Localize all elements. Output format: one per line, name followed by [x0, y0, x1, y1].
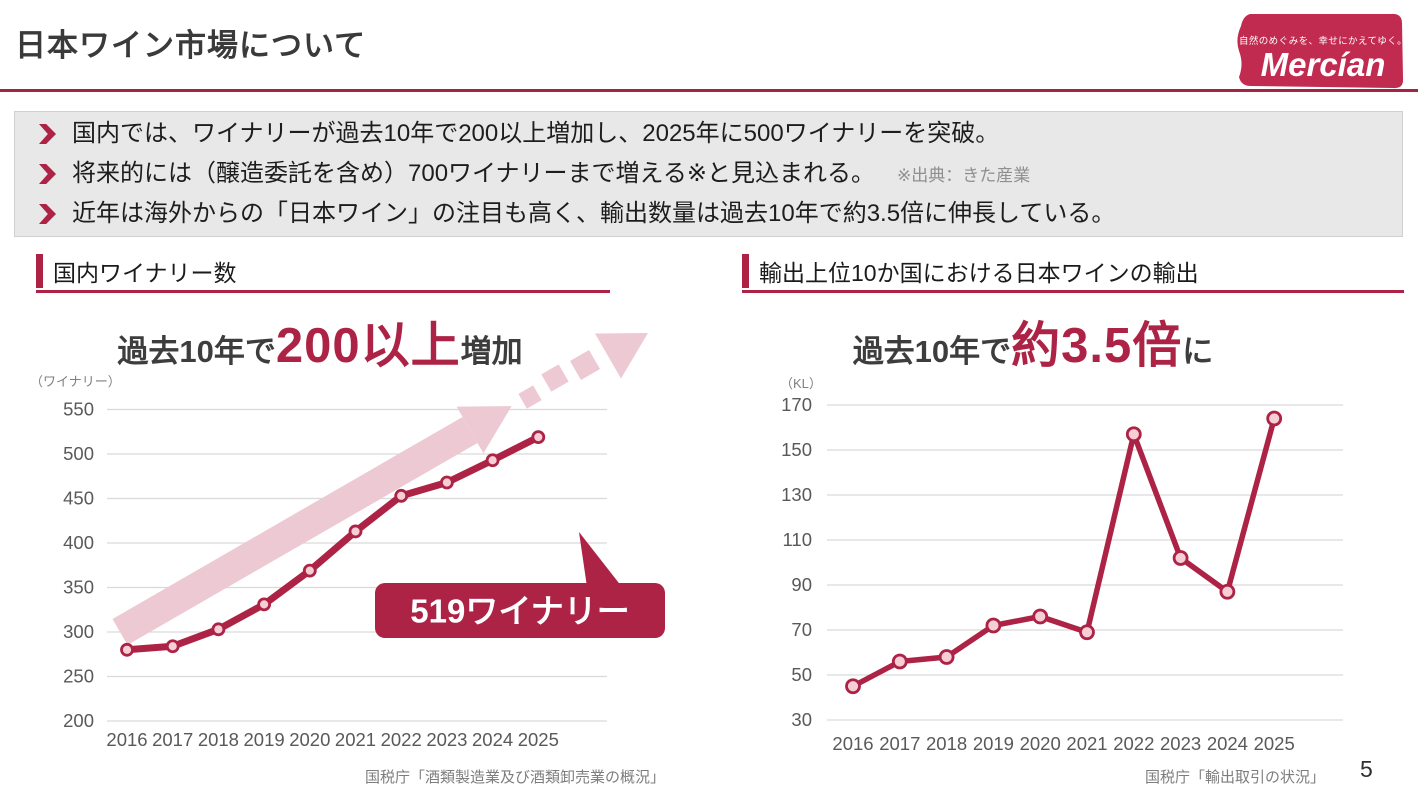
svg-text:2016: 2016 [832, 733, 873, 754]
svg-text:30: 30 [791, 709, 812, 730]
data-line [850, 415, 1277, 689]
source-caption-left: 国税庁「酒類製造業及び酒類卸売業の概況」 [364, 769, 665, 786]
bullet-3: 近年は海外からの「日本ワイン」の注目も高く、輸出数量は過去10年で約3.5倍に伸… [39, 195, 1402, 233]
svg-text:2023: 2023 [1160, 733, 1201, 754]
svg-text:2022: 2022 [381, 729, 422, 750]
svg-text:2018: 2018 [198, 729, 239, 750]
logo-ribbon: 自然のめぐみを、幸せにかえてゆく。 Mercían [1237, 13, 1407, 89]
svg-text:2025: 2025 [518, 729, 559, 750]
svg-text:2021: 2021 [1066, 733, 1107, 754]
section-header-exports: 輸出上位10か国における日本ワインの輸出 [742, 252, 1404, 293]
headline-prefix: 過去10年で [852, 334, 1012, 369]
svg-text:50: 50 [791, 664, 812, 685]
svg-text:400: 400 [63, 532, 94, 553]
bullet-3-text: 近年は海外からの「日本ワイン」の注目も高く、輸出数量は過去10年で約3.5倍に伸… [72, 200, 1116, 227]
headline-exports: 過去10年で 約3.5倍 に [740, 306, 1326, 373]
chevron-bullet-icon [39, 164, 56, 184]
mercian-logo: 自然のめぐみを、幸せにかえてゆく。 Mercían [1231, 13, 1407, 90]
bullet-2-text: 将来的には（醸造委託を含め）700ワイナリーまで増える※と見込まれる。 [72, 160, 875, 187]
bullet-2-source-note: ※出典：きた産業 [896, 166, 1031, 185]
chevron-bullet-icon [39, 204, 56, 224]
headline-suffix: に [1182, 334, 1214, 369]
section-bar [36, 254, 43, 288]
section-bar [742, 254, 749, 288]
svg-text:450: 450 [63, 488, 94, 509]
svg-text:2020: 2020 [1020, 733, 1061, 754]
svg-text:2018: 2018 [926, 733, 967, 754]
svg-text:2021: 2021 [335, 729, 376, 750]
svg-text:519ワイナリー: 519ワイナリー [410, 593, 629, 630]
headline-wineries: 過去10年で 200以上 増加 [20, 306, 620, 373]
svg-text:2022: 2022 [1113, 733, 1154, 754]
title-divider [0, 89, 1418, 92]
logo-tagline: 自然のめぐみを、幸せにかえてゆく。 [1239, 35, 1406, 47]
bullet-2: 将来的には（醸造委託を含め）700ワイナリーまで増える※と見込まれる。 ※出典：… [39, 155, 1402, 193]
svg-text:2016: 2016 [106, 729, 147, 750]
svg-text:2023: 2023 [426, 729, 467, 750]
svg-text:（KL）: （KL） [780, 376, 822, 391]
source-caption-right: 国税庁「輸出取引の状況」 [1144, 769, 1325, 786]
bullet-1-text: 国内では、ワイナリーが過去10年で200以上増加し、2025年に500ワイナリー… [72, 120, 1000, 147]
svg-text:2025: 2025 [1254, 733, 1295, 754]
trend-arrow [112, 333, 648, 645]
svg-text:550: 550 [63, 399, 94, 420]
value-callout: 519ワイナリー [375, 532, 665, 638]
svg-text:2024: 2024 [472, 729, 513, 750]
data-markers [120, 430, 546, 657]
section-header-domestic-wineries: 国内ワイナリー数 [36, 252, 610, 293]
headline-suffix: 増加 [460, 334, 523, 369]
svg-text:（ワイナリー）: （ワイナリー） [30, 374, 121, 389]
bullet-1: 国内では、ワイナリーが過去10年で200以上増加し、2025年に500ワイナリー… [39, 115, 1402, 153]
svg-text:300: 300 [63, 621, 94, 642]
svg-text:250: 250 [63, 666, 94, 687]
svg-text:130: 130 [781, 484, 812, 505]
svg-text:200: 200 [63, 710, 94, 731]
svg-text:110: 110 [783, 529, 813, 550]
data-line [123, 433, 542, 654]
chevron-bullet-icon [39, 124, 56, 144]
svg-text:2019: 2019 [244, 729, 285, 750]
section-title: 輸出上位10か国における日本ワインの輸出 [759, 260, 1199, 286]
section-title: 国内ワイナリー数 [53, 260, 237, 286]
svg-text:170: 170 [781, 394, 812, 415]
headline-highlight: 200以上 [275, 319, 461, 373]
svg-text:2019: 2019 [973, 733, 1014, 754]
data-markers [845, 410, 1283, 695]
svg-text:150: 150 [781, 439, 812, 460]
svg-text:2017: 2017 [152, 729, 193, 750]
axis-layer: （KL） 170 150 130 110 90 70 50 30 2016 2017 2018 2019… [780, 376, 1343, 754]
export-volume-line-chart: （KL） 170 150 130 110 90 70 50 30 2016 2017 2018 2019… [780, 376, 1343, 754]
svg-text:350: 350 [63, 577, 94, 598]
svg-text:2024: 2024 [1207, 733, 1248, 754]
svg-text:90: 90 [791, 574, 812, 595]
svg-text:500: 500 [63, 443, 94, 464]
page-number: 5 [1360, 756, 1373, 782]
logo-ribbon-shape [1237, 13, 1404, 89]
headline-prefix: 過去10年で [117, 334, 276, 369]
page-title: 日本ワイン市場について [15, 28, 367, 63]
svg-text:2017: 2017 [879, 733, 920, 754]
svg-text:2020: 2020 [289, 729, 330, 750]
headline-highlight: 約3.5倍 [1011, 319, 1183, 373]
key-points-box: 国内では、ワイナリーが過去10年で200以上増加し、2025年に500ワイナリー… [14, 111, 1403, 237]
svg-text:70: 70 [791, 619, 812, 640]
logo-brand: Mercían [1261, 46, 1386, 83]
